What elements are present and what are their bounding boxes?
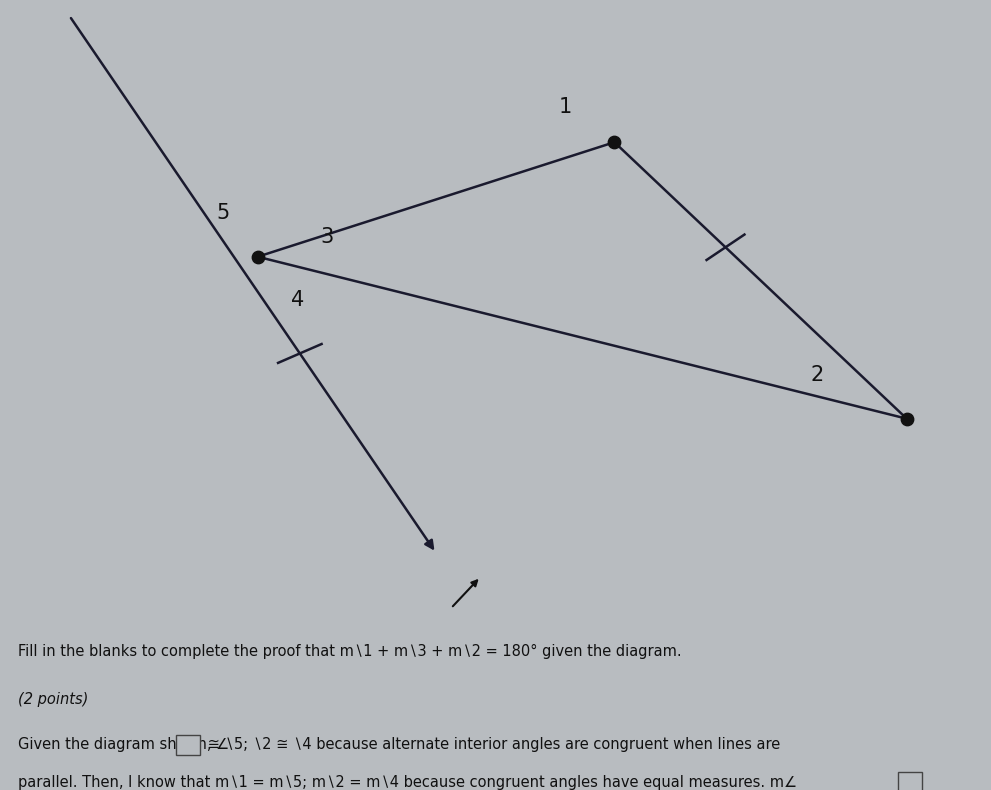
Text: parallel. Then, I know that m∖1 = m∖5; m∖2 = m∖4 because congruent angles have e: parallel. Then, I know that m∖1 = m∖5; m… (18, 775, 797, 789)
Text: (2 points): (2 points) (18, 692, 88, 706)
Text: Given the diagram shown, ∠: Given the diagram shown, ∠ (18, 738, 229, 752)
FancyBboxPatch shape (176, 735, 200, 755)
Text: 3: 3 (320, 227, 334, 247)
FancyBboxPatch shape (898, 772, 922, 790)
Point (606, 136, 622, 149)
Text: ≅ ∖5; ∖2 ≅ ∖4 because alternate interior angles are congruent when lines are: ≅ ∖5; ∖2 ≅ ∖4 because alternate interior… (203, 738, 780, 752)
Text: Fill in the blanks to complete the proof that m∖1 + m∖3 + m∖2 = 180° given the d: Fill in the blanks to complete the proof… (18, 644, 682, 660)
Point (250, 250, 266, 263)
Point (899, 412, 915, 425)
Text: 4: 4 (290, 290, 304, 310)
Text: 1: 1 (558, 96, 572, 117)
Text: 2: 2 (811, 365, 825, 386)
Text: 5: 5 (216, 203, 230, 224)
